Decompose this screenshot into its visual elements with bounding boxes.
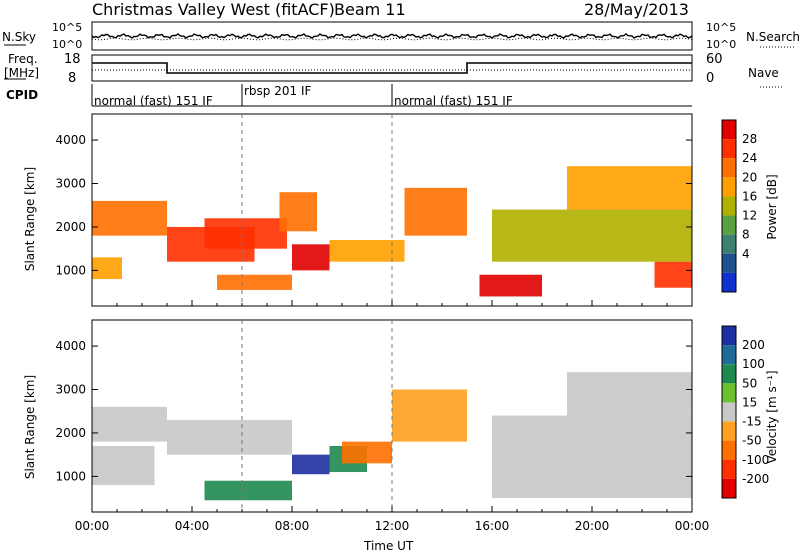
power-colorbar-seg-2 [722, 158, 736, 178]
power-colorbar-tick-6: 4 [742, 247, 750, 261]
power-colorbar-seg-4 [722, 196, 736, 216]
power-colorbar-tick-5: 8 [742, 228, 750, 242]
power-ytick-label-1: 2000 [55, 220, 86, 234]
xtick-label-4: 16:00 [475, 519, 510, 533]
power-ytick-label-0: 1000 [55, 263, 86, 277]
freq-tick-low: 8 [68, 71, 77, 86]
power-colorbar-seg-8 [722, 272, 736, 292]
power-region-8 [404, 187, 467, 236]
velocity-colorbar-tick-0: 200 [742, 338, 765, 352]
velocity-region-2 [167, 419, 292, 455]
date-title: 28/May/2013 [584, 0, 689, 19]
cpid-segment-3: normal (fast) 151 IF [394, 94, 513, 108]
power-colorbar-frame [721, 119, 737, 293]
power-colorbar-seg-3 [722, 177, 736, 197]
nsky-tick-high: 10^5 [52, 21, 83, 34]
velocity-region-6 [342, 441, 392, 464]
nave-tick-low: 0 [706, 71, 715, 86]
velocity-ytick-label-0: 1000 [55, 469, 86, 483]
power-region-10 [492, 209, 692, 262]
velocity-region-9 [567, 372, 692, 416]
x-axis-title: Time UT [364, 539, 414, 553]
xtick-label-0: 00:00 [75, 519, 110, 533]
power-region-12 [654, 261, 692, 288]
velocity-colorbar-tick-1: 100 [742, 357, 765, 371]
nsky-tick-low: 10^0 [52, 38, 83, 51]
freq-label: Freq. [8, 52, 38, 66]
velocity-colorbar-seg-7 [722, 459, 736, 479]
power-region-0 [92, 200, 167, 236]
velocity-colorbar-tick-2: 50 [742, 376, 757, 390]
power-region-6 [329, 239, 405, 262]
cpid-segment-2: rbsp 201 IF [244, 84, 312, 98]
nave-label: Nave [748, 66, 779, 80]
velocity-colorbar-tick-7: -200 [742, 472, 769, 486]
freq-panel-frame [91, 54, 693, 82]
station-title: Christmas Valley West (fitACF) [92, 0, 335, 19]
power-colorbar-seg-1 [722, 139, 736, 159]
velocity-colorbar-tick-5: -50 [742, 434, 762, 448]
power-colorbar-seg-6 [722, 234, 736, 254]
power-ytick-label-3: 4000 [55, 133, 86, 147]
velocity-colorbar-seg-3 [722, 383, 736, 403]
velocity-colorbar-tick-4: -15 [742, 415, 762, 429]
power-region-9 [479, 274, 542, 297]
freq-unit-label: [MHz] [4, 66, 40, 80]
cpid-segment-1: normal (fast) 151 IF [94, 94, 213, 108]
power-region-1 [92, 257, 122, 280]
power-region-4 [217, 274, 292, 290]
xtick-label-3: 12:00 [375, 519, 410, 533]
nsky-trace [91, 32, 693, 40]
cpid-label: CPID [6, 88, 39, 102]
velocity-colorbar-seg-0 [722, 326, 736, 346]
power-colorbar-tick-1: 24 [742, 151, 757, 165]
power-colorbar-seg-7 [722, 253, 736, 273]
xtick-label-6: 00:00 [675, 519, 710, 533]
power-colorbar-tick-0: 28 [742, 132, 757, 146]
velocity-region-0 [92, 406, 167, 442]
nave-tick-high: 60 [706, 52, 723, 67]
freq-tick-high: 18 [64, 52, 81, 67]
xtick-label-2: 08:00 [275, 519, 310, 533]
nsearch-trace [91, 37, 693, 41]
xtick-label-5: 20:00 [575, 519, 610, 533]
power-region-5 [292, 244, 330, 271]
xtick-label-1: 04:00 [175, 519, 210, 533]
velocity-colorbar-seg-8 [722, 478, 736, 498]
velocity-ytick-label-2: 3000 [55, 383, 86, 397]
nsearch-tick-high: 10^5 [706, 21, 737, 34]
velocity-colorbar-seg-4 [722, 402, 736, 422]
velocity-colorbar-tick-3: 15 [742, 395, 757, 409]
power-region-11 [567, 166, 692, 210]
nsearch-tick-low: 10^0 [706, 38, 737, 51]
power-colorbar-seg-0 [722, 120, 736, 140]
velocity-ytick-label-3: 4000 [55, 339, 86, 353]
velocity-colorbar-seg-6 [722, 440, 736, 460]
nsky-label: N.Sky [2, 30, 37, 44]
velocity-region-7 [392, 389, 467, 442]
power-region-3 [204, 218, 287, 249]
power-colorbar-seg-5 [722, 215, 736, 235]
velocity-colorbar-tick-6: -100 [742, 453, 769, 467]
velocity-region-3 [204, 480, 292, 501]
velocity-ytick-label-1: 2000 [55, 426, 86, 440]
velocity-region-4 [292, 454, 330, 475]
power-colorbar-tick-2: 20 [742, 170, 757, 184]
beam-title: Beam 11 [334, 0, 406, 19]
velocity-colorbar-seg-2 [722, 364, 736, 384]
nsearch-label: N.Search [746, 30, 800, 44]
velocity-region-8 [492, 415, 692, 499]
power-region-7 [279, 192, 317, 232]
power-colorbar-tick-3: 16 [742, 189, 757, 203]
velocity-colorbar-seg-1 [722, 345, 736, 365]
velocity-colorbar-seg-5 [722, 421, 736, 441]
power-colorbar-tick-4: 12 [742, 209, 757, 223]
power-ytick-label-2: 3000 [55, 177, 86, 191]
velocity-colorbar-frame [721, 325, 737, 499]
velocity-region-1 [92, 445, 155, 486]
frequency-trace [92, 62, 692, 74]
